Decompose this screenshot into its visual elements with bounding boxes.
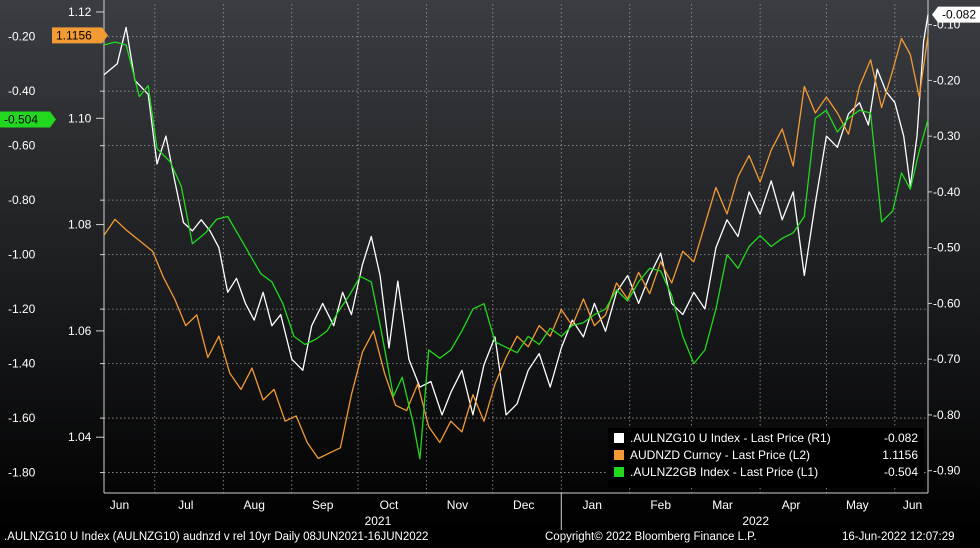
r1-tick-label: -0.50 bbox=[933, 241, 961, 255]
r1-tick-label: -0.20 bbox=[933, 73, 961, 87]
legend-label: .AULNZ2GB Index - Last Price (L1) bbox=[630, 465, 818, 479]
legend-label: AUDNZD Curncy - Last Price (L2) bbox=[630, 448, 810, 462]
legend-label: .AULNZG10 U Index - Last Price (R1) bbox=[630, 431, 831, 445]
legend-swatch bbox=[614, 450, 624, 460]
r1-tick-label: -0.80 bbox=[933, 408, 961, 422]
l2-tick-label: 1.12 bbox=[68, 5, 92, 19]
l1-tick-label: -0.80 bbox=[8, 193, 36, 207]
legend-swatch bbox=[614, 467, 624, 477]
x-tick-label: Mar bbox=[712, 498, 733, 512]
footer-copyright: Copyright© 2022 Bloomberg Finance L.P. bbox=[545, 531, 757, 543]
l2-tick-label: 1.04 bbox=[68, 430, 92, 444]
last-value-flag bbox=[0, 111, 56, 128]
x-tick-label: Jun bbox=[110, 498, 129, 512]
l1-tick-label: -1.60 bbox=[8, 411, 36, 425]
x-tick-label: Dec bbox=[513, 498, 534, 512]
year-label: 2022 bbox=[742, 514, 769, 528]
chart-svg: -0.20 -0.40 -0.60 -0.80 -1.00 -1.20 -1.40 -1.60… bbox=[0, 0, 980, 530]
r1-tick-label: -0.30 bbox=[933, 129, 961, 143]
r1-tick-label: -0.90 bbox=[933, 464, 961, 478]
footer: .AULNZG10 U Index (AULNZG10) audnzd v re… bbox=[0, 530, 980, 548]
legend-value: -0.504 bbox=[884, 465, 918, 479]
year-label: 2021 bbox=[365, 514, 392, 528]
r1-tick-label: -0.40 bbox=[933, 185, 961, 199]
x-tick-label: Nov bbox=[447, 498, 468, 512]
last-value-flag bbox=[932, 6, 980, 23]
x-tick-label: Aug bbox=[244, 498, 265, 512]
x-tick-label: Jul bbox=[178, 498, 193, 512]
l2-tick-label: 1.08 bbox=[68, 218, 92, 232]
series-line-1 bbox=[103, 14, 929, 416]
x-tick-label: May bbox=[846, 498, 869, 512]
l1-tick-label: -0.20 bbox=[8, 30, 36, 44]
x-tick-label: Sep bbox=[312, 498, 334, 512]
x-tick-label: Feb bbox=[650, 498, 671, 512]
x-tick-label: Oct bbox=[380, 498, 399, 512]
footer-description: .AULNZG10 U Index (AULNZG10) audnzd v re… bbox=[4, 531, 429, 543]
l1-tick-label: -0.40 bbox=[8, 84, 36, 98]
r1-tick-label: -0.70 bbox=[933, 352, 961, 366]
l2-tick-label: 1.10 bbox=[68, 111, 92, 125]
x-tick-label: Jan bbox=[583, 498, 602, 512]
series-line-2 bbox=[103, 35, 929, 460]
l2-tick-label: 1.06 bbox=[68, 324, 92, 338]
legend-swatch bbox=[614, 433, 624, 443]
legend-value: 1.1156 bbox=[882, 448, 918, 462]
l1-tick-label: -1.80 bbox=[8, 466, 36, 480]
x-tick-label: Apr bbox=[782, 498, 801, 512]
l1-tick-label: -1.20 bbox=[8, 302, 36, 316]
footer-timestamp: 16-Jun-2022 12:07:29 bbox=[842, 531, 955, 543]
last-value-flag bbox=[52, 27, 108, 44]
l1-tick-label: -1.40 bbox=[8, 357, 36, 371]
last-value-label: -0.082 bbox=[942, 8, 976, 22]
last-value-label: 1.1156 bbox=[56, 28, 92, 42]
last-value-label: -0.504 bbox=[4, 113, 38, 127]
l1-tick-label: -0.60 bbox=[8, 139, 36, 153]
legend-box bbox=[608, 428, 924, 488]
r1-tick-label: -0.60 bbox=[933, 296, 961, 310]
legend-value: -0.082 bbox=[884, 431, 918, 445]
l1-tick-label: -1.00 bbox=[8, 248, 36, 262]
series-line-3 bbox=[103, 41, 929, 460]
x-tick-label: Jun bbox=[903, 498, 922, 512]
